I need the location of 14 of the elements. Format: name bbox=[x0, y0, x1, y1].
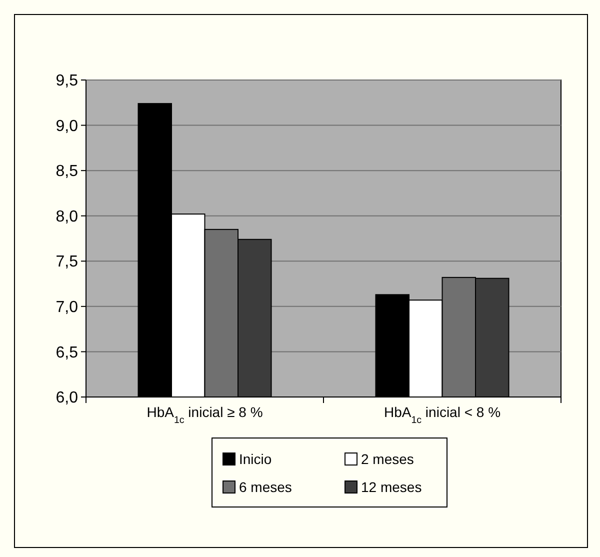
y-tick-label: 7,5 bbox=[56, 254, 78, 271]
legend-label: 12 meses bbox=[361, 478, 422, 495]
x-tick-label: HbA$_{1c}$ inicial ≥ 8 % bbox=[146, 404, 263, 426]
y-tick-label: 6,0 bbox=[56, 390, 78, 407]
y-tick-label: 9,5 bbox=[56, 72, 78, 90]
x-tick-label: HbA$_{1c}$ inicial < 8 % bbox=[384, 404, 501, 426]
y-tick-label: 6,5 bbox=[56, 344, 78, 362]
y-tick-label: 9,0 bbox=[56, 118, 78, 135]
legend-label: Inicio bbox=[239, 450, 272, 467]
y-tick-label: 8,0 bbox=[56, 208, 78, 226]
y-tick-label: 8,5 bbox=[56, 163, 78, 180]
legend-label: 2 meses bbox=[361, 450, 414, 467]
y-tick-label: 7,0 bbox=[56, 299, 78, 316]
legend-label: 6 meses bbox=[239, 478, 292, 495]
